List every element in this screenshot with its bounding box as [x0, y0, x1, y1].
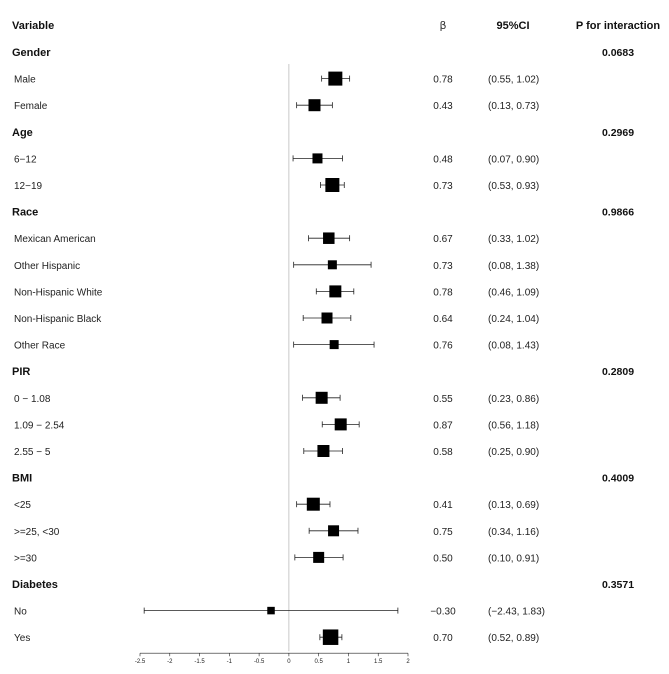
- beta-value-bmi-25-30: 0.75: [433, 527, 453, 538]
- forest-rows: Gender 0.0683 Male 0.78 (0.55, 1.02) Female 0.…: [12, 47, 634, 645]
- ci-value-race-other-hispanic: (0.08, 1.38): [488, 261, 539, 272]
- x-tick-label-7: 1: [347, 659, 351, 665]
- beta-value-race-other-race: 0.76: [433, 341, 453, 352]
- row-label-pir-1-09-2-54: 1.09 − 2.54: [14, 420, 65, 431]
- beta-value-race-non-hispanic-white: 0.78: [433, 287, 453, 298]
- x-tick-label-8: 1.5: [374, 659, 383, 665]
- estimate-marker-gender-male: [328, 71, 343, 86]
- ci-value-race-mexican-american: (0.33, 1.02): [488, 234, 539, 245]
- row-label-gender-female: Female: [14, 101, 48, 112]
- ci-value-race-non-hispanic-black: (0.24, 1.04): [488, 314, 539, 325]
- group-label-diabetes: Diabetes: [12, 579, 58, 591]
- header-ci: 95%CI: [496, 20, 529, 32]
- row-label-race-non-hispanic-black: Non-Hispanic Black: [14, 314, 102, 325]
- x-tick-label-6: 0.5: [314, 659, 323, 665]
- ci-value-race-non-hispanic-white: (0.46, 1.09): [488, 287, 539, 298]
- beta-value-age-6-12: 0.48: [433, 154, 453, 165]
- p-interaction-age: 0.2969: [602, 127, 634, 139]
- beta-value-pir-2-55-5: 0.58: [433, 447, 453, 458]
- x-tick-label-4: -0.5: [254, 659, 265, 665]
- ci-value-pir-1-09-2-54: (0.56, 1.18): [488, 420, 539, 431]
- beta-value-bmi-30: 0.50: [433, 553, 453, 564]
- p-interaction-bmi: 0.4009: [602, 473, 634, 485]
- row-label-diabetes-no: No: [14, 607, 27, 618]
- ci-value-gender-female: (0.13, 0.73): [488, 101, 539, 112]
- p-interaction-pir: 0.2809: [602, 366, 634, 378]
- group-label-race: Race: [12, 207, 38, 219]
- ci-value-pir-2-55-5: (0.25, 0.90): [488, 447, 539, 458]
- estimate-marker-bmi-25: [306, 497, 320, 511]
- x-tick-label-3: -1: [227, 659, 233, 665]
- ci-value-race-other-race: (0.08, 1.43): [488, 341, 539, 352]
- beta-value-gender-female: 0.43: [433, 101, 453, 112]
- ci-value-gender-male: (0.55, 1.02): [488, 75, 539, 86]
- p-interaction-diabetes: 0.3571: [602, 579, 634, 591]
- row-label-bmi-30: >=30: [14, 553, 37, 564]
- beta-value-age-12-19: 0.73: [433, 181, 453, 192]
- group-label-bmi: BMI: [12, 473, 32, 485]
- beta-value-pir-0-1-08: 0.55: [433, 394, 453, 405]
- ci-value-bmi-25-30: (0.34, 1.16): [488, 527, 539, 538]
- estimate-marker-bmi-30: [313, 551, 325, 563]
- row-label-pir-0-1-08: 0 − 1.08: [14, 394, 51, 405]
- estimate-marker-diabetes-no: [267, 606, 275, 615]
- x-tick-label-0: -2.5: [135, 659, 146, 665]
- ci-value-bmi-25: (0.13, 0.69): [488, 500, 539, 511]
- group-label-gender: Gender: [12, 47, 51, 59]
- estimate-marker-race-mexican-american: [323, 232, 335, 244]
- estimate-marker-diabetes-yes: [322, 629, 339, 645]
- ci-value-age-12-19: (0.53, 0.93): [488, 181, 539, 192]
- beta-value-race-other-hispanic: 0.73: [433, 261, 453, 272]
- ci-value-diabetes-no: (−2.43, 1.83): [488, 607, 545, 618]
- beta-value-diabetes-no: −0.30: [430, 607, 456, 618]
- beta-value-race-non-hispanic-black: 0.64: [433, 314, 453, 325]
- ci-value-age-6-12: (0.07, 0.90): [488, 154, 539, 165]
- estimate-marker-race-other-race: [329, 340, 339, 350]
- estimate-marker-race-non-hispanic-white: [329, 285, 342, 298]
- row-label-race-mexican-american: Mexican American: [14, 234, 96, 245]
- row-label-race-other-race: Other Race: [14, 341, 66, 352]
- header-row: Variable β 95%CI P for interaction: [12, 19, 660, 32]
- beta-value-pir-1-09-2-54: 0.87: [433, 420, 453, 431]
- row-label-diabetes-yes: Yes: [14, 633, 30, 644]
- x-axis: -2.5 -2 -1.5 -1 -0.5 0 0.5 1 1.5 2: [135, 652, 410, 665]
- x-tick-label-9: 2: [406, 659, 410, 665]
- row-label-bmi-25-30: >=25, <30: [14, 527, 60, 538]
- p-interaction-gender: 0.0683: [602, 47, 634, 59]
- estimate-marker-pir-2-55-5: [317, 445, 330, 457]
- x-tick-label-1: -2: [167, 659, 173, 665]
- estimate-marker-age-12-19: [325, 178, 340, 192]
- ci-value-bmi-30: (0.10, 0.91): [488, 553, 539, 564]
- p-interaction-race: 0.9866: [602, 207, 634, 219]
- row-label-bmi-25: <25: [14, 500, 31, 511]
- ci-value-pir-0-1-08: (0.23, 0.86): [488, 394, 539, 405]
- row-label-race-non-hispanic-white: Non-Hispanic White: [14, 287, 103, 298]
- header-beta: β: [439, 19, 446, 32]
- group-label-age: Age: [12, 127, 33, 139]
- group-label-pir: PIR: [12, 366, 30, 378]
- row-label-gender-male: Male: [14, 75, 36, 86]
- row-label-age-6-12: 6−12: [14, 154, 37, 165]
- x-tick-label-2: -1.5: [194, 659, 205, 665]
- row-label-race-other-hispanic: Other Hispanic: [14, 261, 80, 272]
- x-tick-label-5: 0: [287, 659, 291, 665]
- estimate-marker-pir-0-1-08: [315, 391, 328, 404]
- estimate-marker-gender-female: [308, 99, 321, 112]
- row-label-age-12-19: 12−19: [14, 181, 43, 192]
- beta-value-gender-male: 0.78: [433, 75, 453, 86]
- estimate-marker-age-6-12: [312, 153, 323, 164]
- estimate-marker-race-non-hispanic-black: [321, 312, 333, 324]
- estimate-marker-race-other-hispanic: [327, 260, 337, 270]
- ci-value-diabetes-yes: (0.52, 0.89): [488, 633, 539, 644]
- row-label-pir-2-55-5: 2.55 − 5: [14, 447, 51, 458]
- header-p-for-interaction: P for interaction: [576, 20, 660, 32]
- estimate-marker-pir-1-09-2-54: [334, 418, 347, 431]
- estimate-marker-bmi-25-30: [328, 525, 340, 537]
- beta-value-bmi-25: 0.41: [433, 500, 453, 511]
- header-variable: Variable: [12, 20, 54, 32]
- beta-value-diabetes-yes: 0.70: [433, 633, 453, 644]
- beta-value-race-mexican-american: 0.67: [433, 234, 453, 245]
